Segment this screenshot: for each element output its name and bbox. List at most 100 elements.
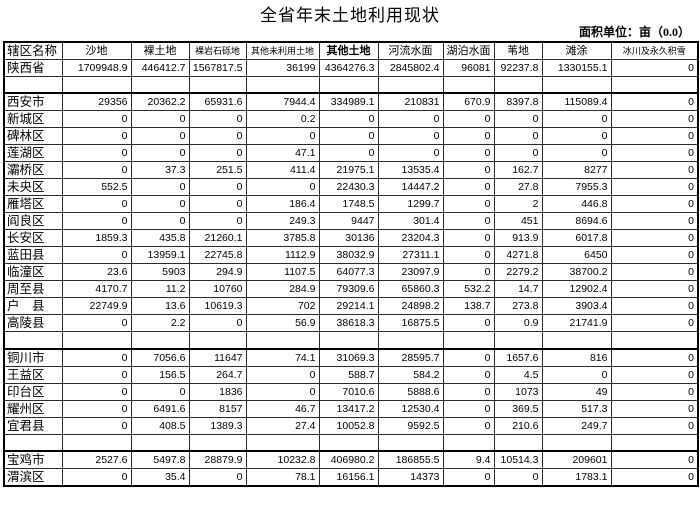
value-cell: 0	[610, 161, 699, 180]
value-cell: 0	[61, 365, 132, 384]
value-cell: 13417.2	[318, 399, 379, 418]
value-cell	[130, 433, 190, 452]
value-cell: 0	[493, 468, 543, 487]
value-cell: 0	[442, 365, 495, 384]
value-cell: 1748.5	[318, 195, 379, 214]
table-row: 雁塔区 0 0 0 186.4 1748.5 1299.7 0 2 446.8 0	[3, 195, 699, 214]
column-header: 苇地	[493, 41, 543, 60]
value-cell: 294.9	[188, 263, 247, 282]
value-cell: 0	[61, 399, 132, 418]
value-cell: 31069.3	[318, 347, 379, 367]
value-cell: 29356	[61, 92, 132, 112]
value-cell	[188, 76, 247, 94]
value-cell	[442, 76, 495, 94]
value-cell: 22745.8	[188, 246, 247, 265]
value-cell: 115089.4	[541, 92, 612, 112]
value-cell: 9.4	[442, 450, 495, 470]
value-cell: 0	[377, 110, 444, 129]
value-cell: 0	[61, 212, 132, 231]
value-cell: 2527.6	[61, 450, 132, 470]
value-cell	[377, 76, 444, 94]
value-cell	[541, 433, 612, 452]
value-cell: 0	[245, 365, 320, 384]
value-cell	[610, 76, 699, 94]
value-cell: 5888.6	[377, 382, 444, 401]
district-name	[3, 331, 63, 350]
value-cell: 0	[130, 144, 190, 163]
value-cell: 0	[61, 246, 132, 265]
value-cell	[188, 433, 247, 452]
table-row: 周至县 4170.7 11.2 10760 284.9 79309.6 65860.3 532…	[3, 280, 699, 299]
value-cell: 28879.9	[188, 450, 247, 470]
value-cell: 0	[442, 110, 495, 129]
value-cell: 14.7	[493, 280, 543, 299]
table-row: 长安区 1859.3 435.8 21260.1 3785.8 30136 23204.3 0…	[3, 229, 699, 248]
value-cell	[493, 76, 543, 94]
value-cell: 1859.3	[61, 229, 132, 248]
value-cell: 6450	[541, 246, 612, 265]
value-cell: 23204.3	[377, 229, 444, 248]
column-header-district: 辖区名称	[3, 41, 63, 60]
value-cell: 13959.1	[130, 246, 190, 265]
value-cell	[61, 331, 132, 350]
value-cell: 12530.4	[377, 399, 444, 418]
value-cell: 0	[188, 178, 247, 197]
value-cell: 1783.1	[541, 468, 612, 487]
value-cell: 0	[493, 110, 543, 129]
value-cell: 7010.6	[318, 382, 379, 401]
value-cell: 0	[610, 178, 699, 197]
value-cell: 1567817.5	[188, 59, 247, 77]
district-name: 户 县	[3, 297, 63, 316]
value-cell: 0	[130, 382, 190, 401]
value-cell: 0	[61, 127, 132, 146]
value-cell: 552.5	[61, 178, 132, 197]
value-cell: 162.7	[493, 161, 543, 180]
value-cell: 27.8	[493, 178, 543, 197]
value-cell: 1657.6	[493, 347, 543, 367]
value-cell: 20362.2	[130, 92, 190, 112]
value-cell: 3903.4	[541, 297, 612, 316]
value-cell: 21975.1	[318, 161, 379, 180]
value-cell: 38618.3	[318, 314, 379, 333]
value-cell: 47.1	[245, 144, 320, 163]
table-row: 耀州区 0 6491.6 8157 46.7 13417.2 12530.4 0 369.5 51…	[3, 399, 699, 418]
value-cell: 79309.6	[318, 280, 379, 299]
value-cell: 78.1	[245, 468, 320, 487]
district-name: 雁塔区	[3, 195, 63, 214]
table-row: 渭滨区 0 35.4 0 78.1 16156.1 14373 0 0 1783.1 0	[3, 468, 699, 487]
value-cell	[442, 331, 495, 350]
table-row: 高陵县 0 2.2 0 56.9 38618.3 16875.5 0 0.9 21741.9 0	[3, 314, 699, 333]
value-cell	[377, 331, 444, 350]
value-cell: 11647	[188, 347, 247, 367]
district-name: 高陵县	[3, 314, 63, 333]
district-name: 宝鸡市	[3, 450, 63, 470]
value-cell	[541, 331, 612, 350]
value-cell: 517.3	[541, 399, 612, 418]
value-cell	[377, 433, 444, 452]
district-name: 王益区	[3, 365, 63, 384]
value-cell: 56.9	[245, 314, 320, 333]
column-header: 裸岩石砾地	[188, 41, 247, 60]
value-cell: 10619.3	[188, 297, 247, 316]
table-body: 陕西省 1709948.9 446412.7 1567817.5 36199 436427…	[3, 59, 699, 487]
column-header: 冰川及永久积雪	[610, 41, 699, 60]
value-cell: 186855.5	[377, 450, 444, 470]
value-cell: 451	[493, 212, 543, 231]
value-cell: 301.4	[377, 212, 444, 231]
value-cell	[541, 76, 612, 94]
table-row: 莲湖区 0 0 0 47.1 0 0 0 0 0 0	[3, 144, 699, 163]
value-cell: 0	[610, 416, 699, 435]
table-row: 宝鸡市 2527.6 5497.8 28879.9 10232.8 406980.2 186…	[3, 450, 699, 470]
value-cell: 0	[188, 144, 247, 163]
value-cell: 23097.9	[377, 263, 444, 282]
value-cell: 0	[61, 314, 132, 333]
value-cell: 0	[130, 127, 190, 146]
table-row: 西安市 29356 20362.2 65931.6 7944.4 334989.1 2108…	[3, 92, 699, 112]
value-cell: 0	[610, 195, 699, 214]
value-cell	[493, 433, 543, 452]
value-cell: 0	[61, 161, 132, 180]
district-name: 铜川市	[3, 347, 63, 367]
value-cell: 249.3	[245, 212, 320, 231]
value-cell: 0	[610, 347, 699, 367]
